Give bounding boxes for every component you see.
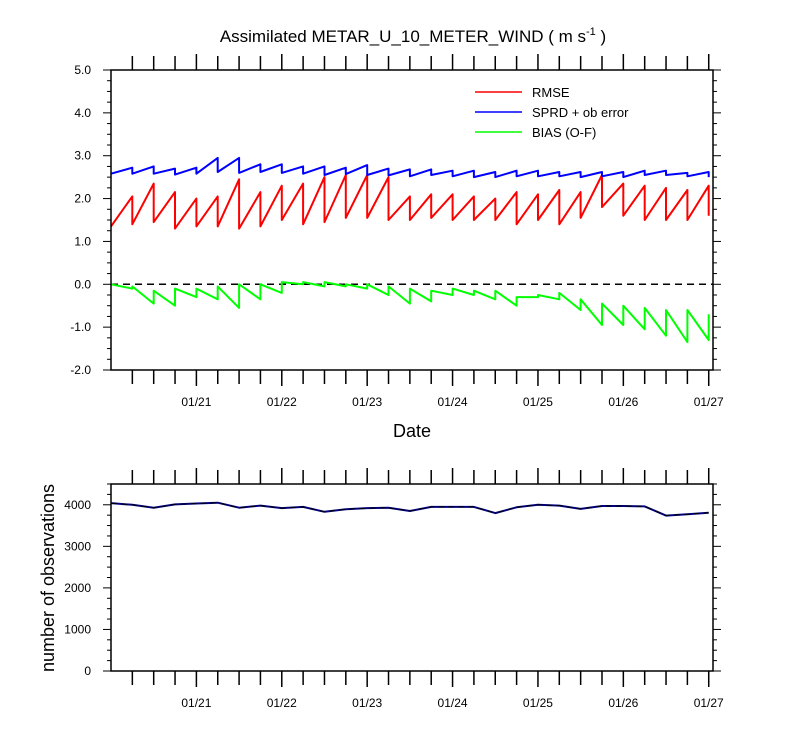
top-chart: Assimilated METAR_U_10_METER_WIND ( m s-…	[70, 26, 724, 441]
legend-label: RMSE	[532, 85, 570, 100]
bottom-x-tick-label: 01/22	[267, 696, 297, 710]
top-y-tick-label: 1.0	[74, 234, 91, 248]
bottom-y-tick-label: 0	[84, 664, 91, 678]
top-y-tick-label: 3.0	[74, 149, 91, 163]
top-y-tick-label: 2.0	[74, 192, 91, 206]
top-y-tick-label: 5.0	[74, 63, 91, 77]
bottom-series-group	[110, 501, 709, 517]
top-y-tick-label: -2.0	[70, 363, 91, 377]
bottom-y-axis-title: number of observations	[38, 484, 58, 672]
top-x-tick-label: 01/24	[438, 395, 468, 409]
top-series-line-0	[110, 174, 710, 230]
bottom-x-tick-label: 01/21	[181, 696, 211, 710]
bottom-chart: 4000 3000 2000 1000 0 01/21 01/22 01/23 01/24 01/…	[38, 468, 724, 710]
bottom-x-tick-label: 01/25	[523, 696, 553, 710]
top-legend: RMSE SPRD + ob error BIAS (O-F)	[475, 85, 629, 140]
top-x-tick-label: 01/25	[523, 395, 553, 409]
bottom-plot-frame	[110, 483, 714, 672]
bottom-y-tick-label: 3000	[64, 539, 91, 553]
top-y-tick-label: -1.0	[70, 320, 91, 334]
top-x-tick-label: 01/21	[181, 395, 211, 409]
bottom-x-tick-label: 01/27	[694, 696, 724, 710]
bottom-series-dashed-overlay	[110, 502, 709, 517]
top-series-line-1	[110, 156, 710, 179]
bottom-y-tick-label: 2000	[64, 581, 91, 595]
top-ticks-group: 5.0 4.0 3.0 2.0 1.0 0.0 -1.0 -2.0 01/21 01/22 01/2…	[70, 54, 724, 409]
legend-label: SPRD + ob error	[532, 105, 629, 120]
bottom-y-tick-label: 1000	[64, 622, 91, 636]
top-series-group	[110, 156, 710, 344]
top-x-axis-title: Date	[393, 421, 431, 441]
bottom-x-tick-label: 01/26	[608, 696, 638, 710]
top-y-tick-label: 0.0	[74, 277, 91, 291]
bottom-x-tick-label: 01/23	[352, 696, 382, 710]
bottom-ticks-group: 4000 3000 2000 1000 0 01/21 01/22 01/23 01/24 01/…	[64, 468, 724, 710]
top-x-tick-label: 01/27	[694, 395, 724, 409]
top-x-tick-label: 01/26	[608, 395, 638, 409]
top-y-tick-label: 4.0	[74, 106, 91, 120]
bottom-x-tick-label: 01/24	[438, 696, 468, 710]
bottom-series-line-0	[110, 501, 709, 517]
top-x-tick-label: 01/22	[267, 395, 297, 409]
top-chart-title: Assimilated METAR_U_10_METER_WIND ( m s-…	[220, 26, 606, 46]
legend-label: BIAS (O-F)	[532, 125, 596, 140]
bottom-y-tick-label: 4000	[64, 498, 91, 512]
top-x-tick-label: 01/23	[352, 395, 382, 409]
top-series-line-2	[110, 281, 710, 344]
